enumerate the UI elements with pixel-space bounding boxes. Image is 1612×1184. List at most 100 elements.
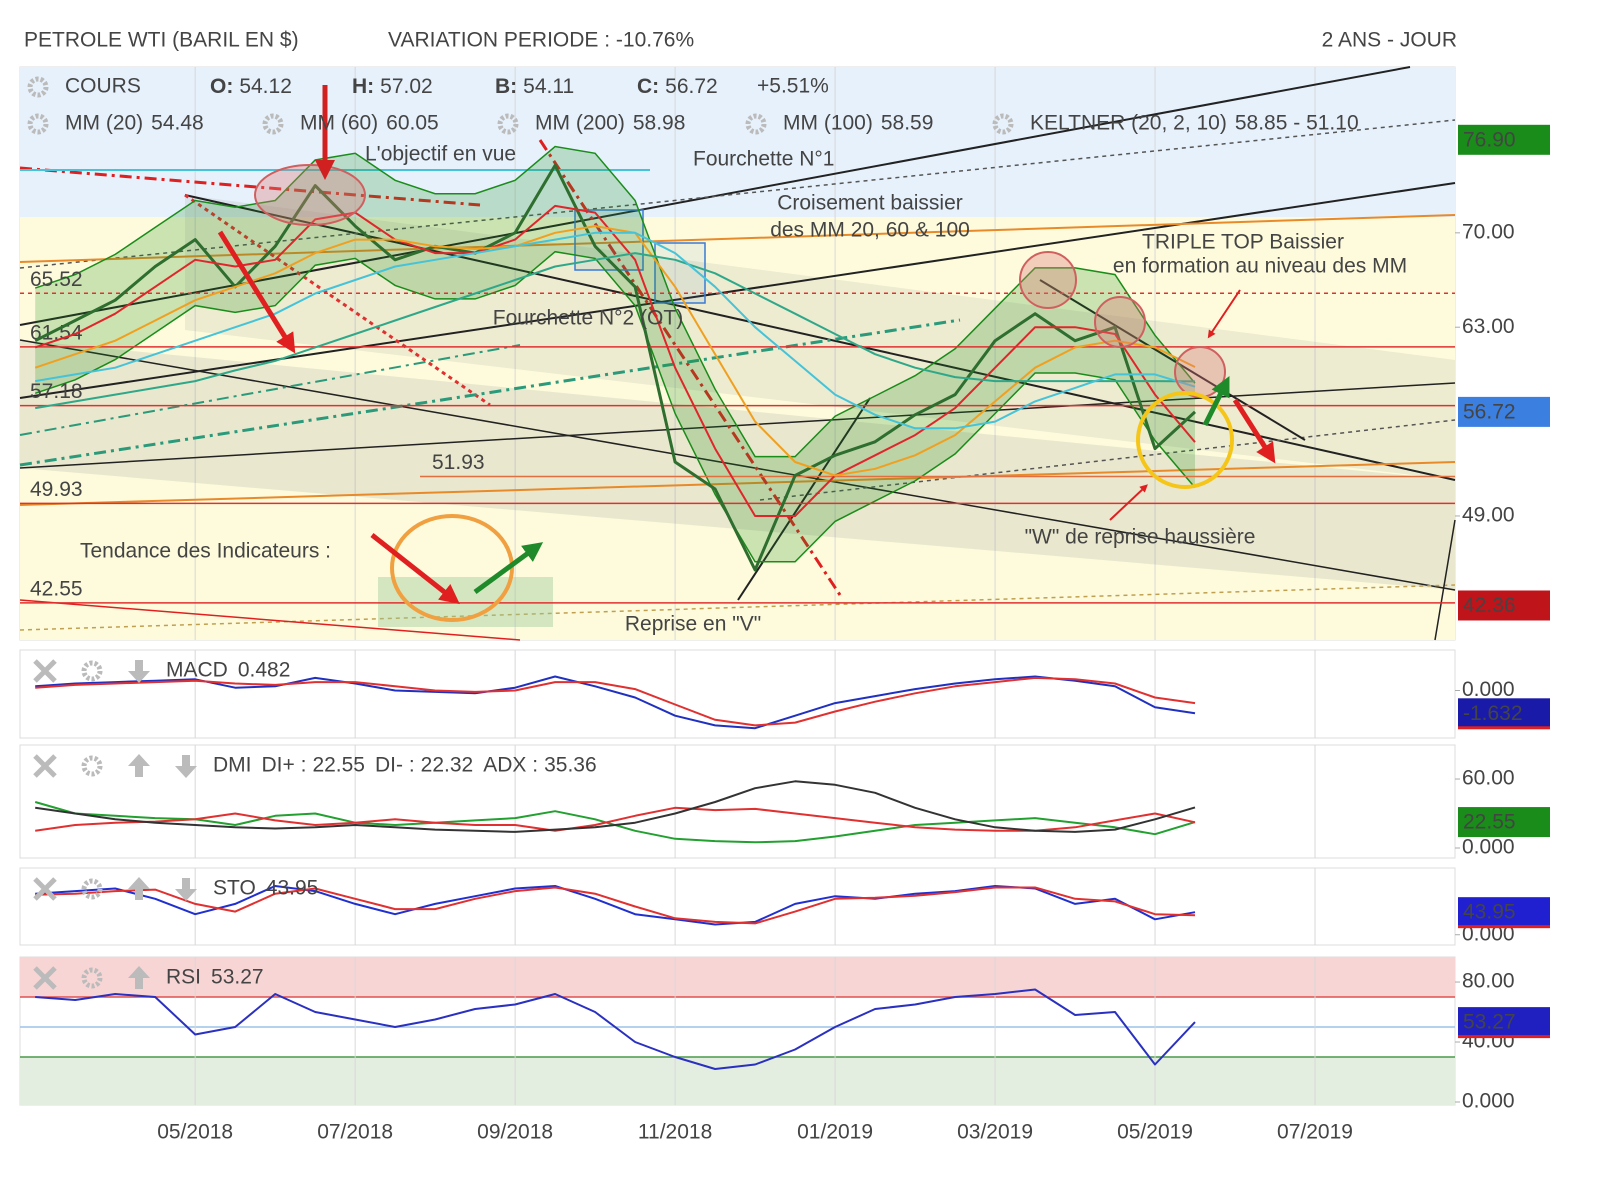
arrow bbox=[1202, 376, 1230, 427]
legend-value: 58.59 bbox=[881, 112, 934, 135]
series-line bbox=[35, 231, 1196, 430]
close-icon bbox=[33, 877, 57, 901]
annotation: Fourchette N°1 bbox=[693, 148, 834, 171]
price-tag-label: 56.72 bbox=[1463, 400, 1516, 423]
annotation: des MM 20, 60 & 100 bbox=[770, 219, 970, 242]
level-label: 65.52 bbox=[30, 268, 83, 291]
keltner-upper bbox=[34, 145, 1196, 458]
panel-background bbox=[19, 867, 1456, 946]
ohlc-label: O: 54.12 bbox=[210, 75, 292, 98]
arrow bbox=[1207, 289, 1241, 339]
value-tag bbox=[1458, 897, 1550, 928]
trend-line bbox=[19, 318, 961, 467]
series-line bbox=[35, 885, 1196, 926]
gear-icon bbox=[497, 113, 519, 135]
trend-line bbox=[19, 344, 521, 436]
level-label: 51.93 bbox=[432, 451, 485, 474]
header-variation: VARIATION PERIODE : -10.76% bbox=[388, 29, 694, 52]
value-tag bbox=[1458, 1007, 1550, 1038]
trend-line bbox=[1039, 279, 1306, 441]
header-period: 2 ANS - JOUR bbox=[1322, 29, 1457, 52]
legend-value: 58.98 bbox=[633, 112, 686, 135]
legend-value: 35.36 bbox=[544, 754, 597, 777]
y-tick-label: 60.00 bbox=[1462, 767, 1515, 790]
legend-label: MM (60) bbox=[300, 112, 378, 135]
trend-line bbox=[19, 119, 1456, 269]
annotation: L'objectif en vue bbox=[365, 143, 516, 166]
annotation: en formation au niveau des MM bbox=[1113, 255, 1407, 278]
ohlc-label: C: 56.72 bbox=[637, 75, 718, 98]
legend-label: MM (20) bbox=[65, 112, 143, 135]
move-down-icon bbox=[128, 660, 150, 683]
legend-label: ADX : bbox=[483, 754, 538, 777]
trend-line bbox=[19, 339, 1456, 591]
legend-label: KELTNER (20, 2, 10) bbox=[1030, 112, 1227, 135]
ohlc-value: 56.72 bbox=[665, 75, 718, 98]
panel-title: RSI bbox=[166, 966, 201, 989]
value-tag bbox=[1458, 698, 1550, 729]
trend-line bbox=[538, 139, 842, 596]
level-label: 61.54 bbox=[30, 321, 83, 344]
y-tick-label: 0.000 bbox=[1462, 1090, 1515, 1113]
x-tick-label: 01/2019 bbox=[797, 1121, 873, 1144]
price-tag bbox=[1458, 590, 1550, 621]
move-up-icon bbox=[128, 966, 150, 989]
panel-background bbox=[19, 744, 1456, 859]
series-line bbox=[34, 163, 1197, 572]
legend-label: COURS bbox=[65, 75, 141, 98]
gear-icon bbox=[992, 113, 1014, 135]
move-up-icon bbox=[128, 754, 150, 777]
trend-line bbox=[19, 214, 1456, 263]
series-line bbox=[35, 676, 1196, 727]
ohlc-key: H: bbox=[352, 75, 374, 98]
ohlc-value: 54.12 bbox=[239, 75, 292, 98]
y-tick-label: 49.00 bbox=[1462, 504, 1515, 527]
x-tick-label: 07/2018 bbox=[317, 1121, 393, 1144]
arrow bbox=[370, 533, 460, 605]
gear-icon bbox=[81, 878, 103, 900]
gear-icon bbox=[262, 113, 284, 135]
legend-value: 58.85 - 51.10 bbox=[1235, 112, 1359, 135]
gear-icon bbox=[27, 76, 49, 98]
ohlc-value: 57.02 bbox=[380, 75, 433, 98]
legend-value: 60.05 bbox=[386, 112, 439, 135]
trend-line bbox=[184, 194, 1456, 481]
legend-value: 22.55 bbox=[312, 754, 365, 777]
keltner-lower bbox=[34, 250, 1196, 563]
rsi-overbought-zone bbox=[20, 957, 1455, 998]
y-tick-label: 70.00 bbox=[1462, 220, 1515, 243]
ohlc-label: B: 54.11 bbox=[495, 75, 574, 98]
gear-icon bbox=[81, 660, 103, 682]
ohlc-key: O: bbox=[210, 75, 233, 98]
legend-value: 43.95 bbox=[266, 877, 319, 900]
annotation: "W" de reprise haussière bbox=[1025, 526, 1256, 549]
legend-value: 22.32 bbox=[421, 754, 474, 777]
ohlc-key: B: bbox=[495, 75, 517, 98]
y-tick-label: 0.000 bbox=[1462, 678, 1515, 701]
level-label: 57.18 bbox=[30, 380, 83, 403]
highlight-circle bbox=[1019, 251, 1077, 309]
series-line bbox=[35, 780, 1196, 833]
y-tick-label: 80.00 bbox=[1462, 970, 1515, 993]
move-down-icon bbox=[175, 878, 197, 901]
series-line bbox=[35, 886, 1196, 925]
series-line bbox=[34, 225, 1196, 477]
legend-value: 53.27 bbox=[211, 966, 264, 989]
panel-background bbox=[19, 649, 1456, 739]
ohlc-label: H: 57.02 bbox=[352, 75, 433, 98]
arrow bbox=[1109, 484, 1148, 521]
legend-label: MM (100) bbox=[783, 112, 873, 135]
value-tag-border bbox=[1458, 726, 1550, 730]
series-line bbox=[35, 675, 1196, 730]
change-label: +5.51% bbox=[757, 75, 829, 98]
price-tag bbox=[1458, 396, 1550, 427]
level-label: 49.93 bbox=[30, 478, 83, 501]
gear-icon bbox=[81, 755, 103, 777]
highlight-circle bbox=[390, 514, 514, 622]
annotation: TRIPLE TOP Baissier bbox=[1142, 231, 1344, 254]
trend-line bbox=[737, 397, 871, 601]
legend-label: DI+ : bbox=[262, 754, 307, 777]
value-tag bbox=[1458, 807, 1550, 838]
